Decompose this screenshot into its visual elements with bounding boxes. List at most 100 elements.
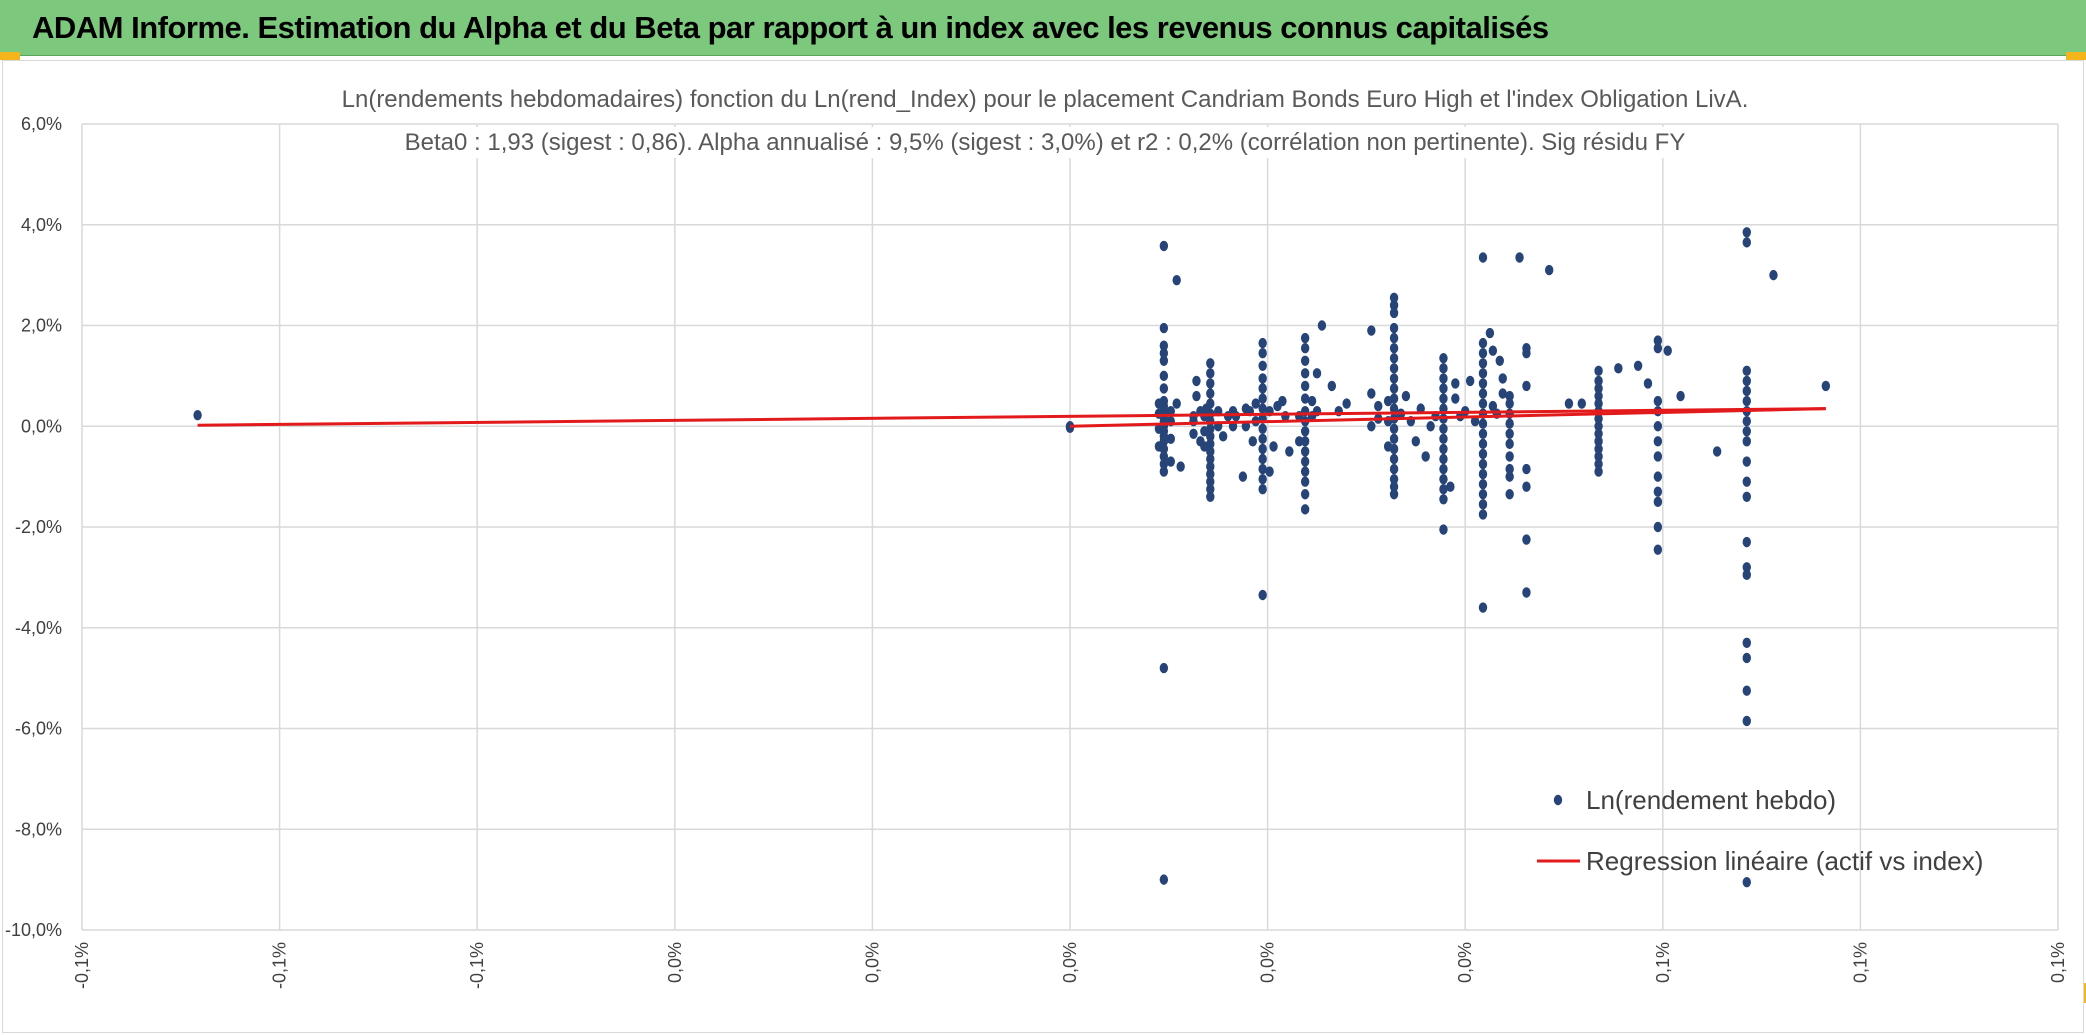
data-point (1439, 383, 1448, 394)
data-point (1159, 340, 1169, 351)
data-point (1154, 423, 1164, 434)
data-point (1478, 489, 1488, 500)
data-point (1159, 322, 1169, 334)
data-point (1643, 378, 1653, 389)
data-point (1742, 456, 1751, 467)
data-point (1465, 375, 1475, 387)
data-point (1577, 398, 1586, 409)
data-point (1238, 471, 1248, 482)
data-point (1439, 524, 1448, 535)
data-point (1478, 348, 1488, 359)
report-title: ADAM Informe. Estimation du Alpha et du … (32, 10, 1549, 45)
x-tick-label: 0,0% (862, 942, 882, 983)
data-point (1265, 466, 1274, 477)
x-tick-label: 0,0% (1258, 942, 1278, 983)
data-point (1653, 421, 1663, 432)
y-tick-label: -2,0% (15, 517, 62, 537)
data-point (1478, 337, 1488, 349)
data-point (1470, 416, 1480, 427)
data-point (1307, 395, 1317, 407)
data-point (1742, 715, 1751, 727)
data-point (1389, 489, 1399, 500)
data-point (1389, 353, 1399, 364)
data-point (1367, 325, 1376, 336)
data-point (1594, 375, 1603, 387)
data-point (1389, 300, 1399, 311)
data-point (1742, 876, 1751, 888)
data-point (1544, 264, 1554, 276)
data-point (193, 409, 202, 421)
data-point (1653, 436, 1663, 447)
data-point (1522, 463, 1531, 475)
y-tick-label: 4,0% (21, 215, 62, 235)
legend: Ln(rendement hebdo) Regression linéaire (… (1537, 785, 1983, 876)
regression-line (1069, 407, 1826, 428)
data-point (1478, 468, 1488, 480)
data-point (1258, 393, 1267, 404)
data-point (1389, 342, 1399, 354)
data-point (1451, 378, 1460, 389)
data-point (1258, 463, 1267, 475)
data-point (1505, 451, 1514, 462)
data-point (1478, 602, 1488, 613)
data-point (1389, 383, 1399, 394)
data-point (1742, 227, 1751, 238)
y-tick-label: -8,0% (15, 819, 62, 839)
data-point (1821, 380, 1831, 392)
data-point (1653, 451, 1663, 462)
data-point (1742, 416, 1751, 427)
data-point (1258, 383, 1267, 394)
data-point (1478, 499, 1488, 510)
data-point (1258, 403, 1267, 414)
data-point (1166, 405, 1175, 417)
data-point (1192, 375, 1201, 387)
data-point (1594, 458, 1603, 470)
data-point (1327, 380, 1337, 392)
x-tick-label: 0,1% (1653, 942, 1673, 983)
data-point (1401, 390, 1411, 402)
y-tick-label: -10,0% (5, 920, 62, 940)
data-point (1478, 378, 1488, 389)
data-point (1154, 408, 1164, 419)
data-point (1742, 395, 1751, 407)
data-point (1206, 484, 1215, 495)
data-point (1206, 431, 1215, 442)
data-point (1505, 489, 1514, 500)
data-point (1439, 433, 1448, 445)
data-point (1522, 348, 1531, 359)
data-point (1192, 390, 1201, 402)
data-point (1505, 463, 1514, 475)
data-point (1258, 484, 1267, 495)
data-point (1166, 456, 1175, 467)
chart-title-backdrop (335, 84, 1755, 115)
data-point (1478, 458, 1488, 470)
data-point (1300, 426, 1310, 437)
data-point (1416, 403, 1425, 414)
data-point (1159, 370, 1169, 382)
data-point (1389, 433, 1399, 445)
data-point (1478, 252, 1488, 263)
data-point (1769, 269, 1778, 281)
data-point (1159, 458, 1169, 470)
data-point (1653, 342, 1663, 354)
data-point (1166, 433, 1175, 445)
data-point (1742, 536, 1751, 548)
chart-title-line: Ln(rendements hebdomadaires) fonction du… (342, 86, 1749, 113)
data-point (1258, 423, 1267, 434)
data-point (1653, 335, 1663, 346)
regression-series (197, 407, 1826, 428)
data-point (1300, 355, 1310, 366)
data-point (1218, 431, 1228, 442)
data-point (1594, 413, 1603, 424)
data-point (1478, 438, 1488, 450)
data-point (1206, 491, 1215, 502)
data-point (1206, 461, 1215, 472)
data-point (1505, 471, 1514, 482)
data-point (1389, 423, 1399, 434)
data-point (1742, 685, 1751, 696)
data-point (1439, 423, 1448, 434)
data-point (1676, 390, 1685, 402)
data-point (1742, 637, 1751, 649)
chart-area (2, 60, 2084, 1033)
data-point (1389, 403, 1399, 414)
